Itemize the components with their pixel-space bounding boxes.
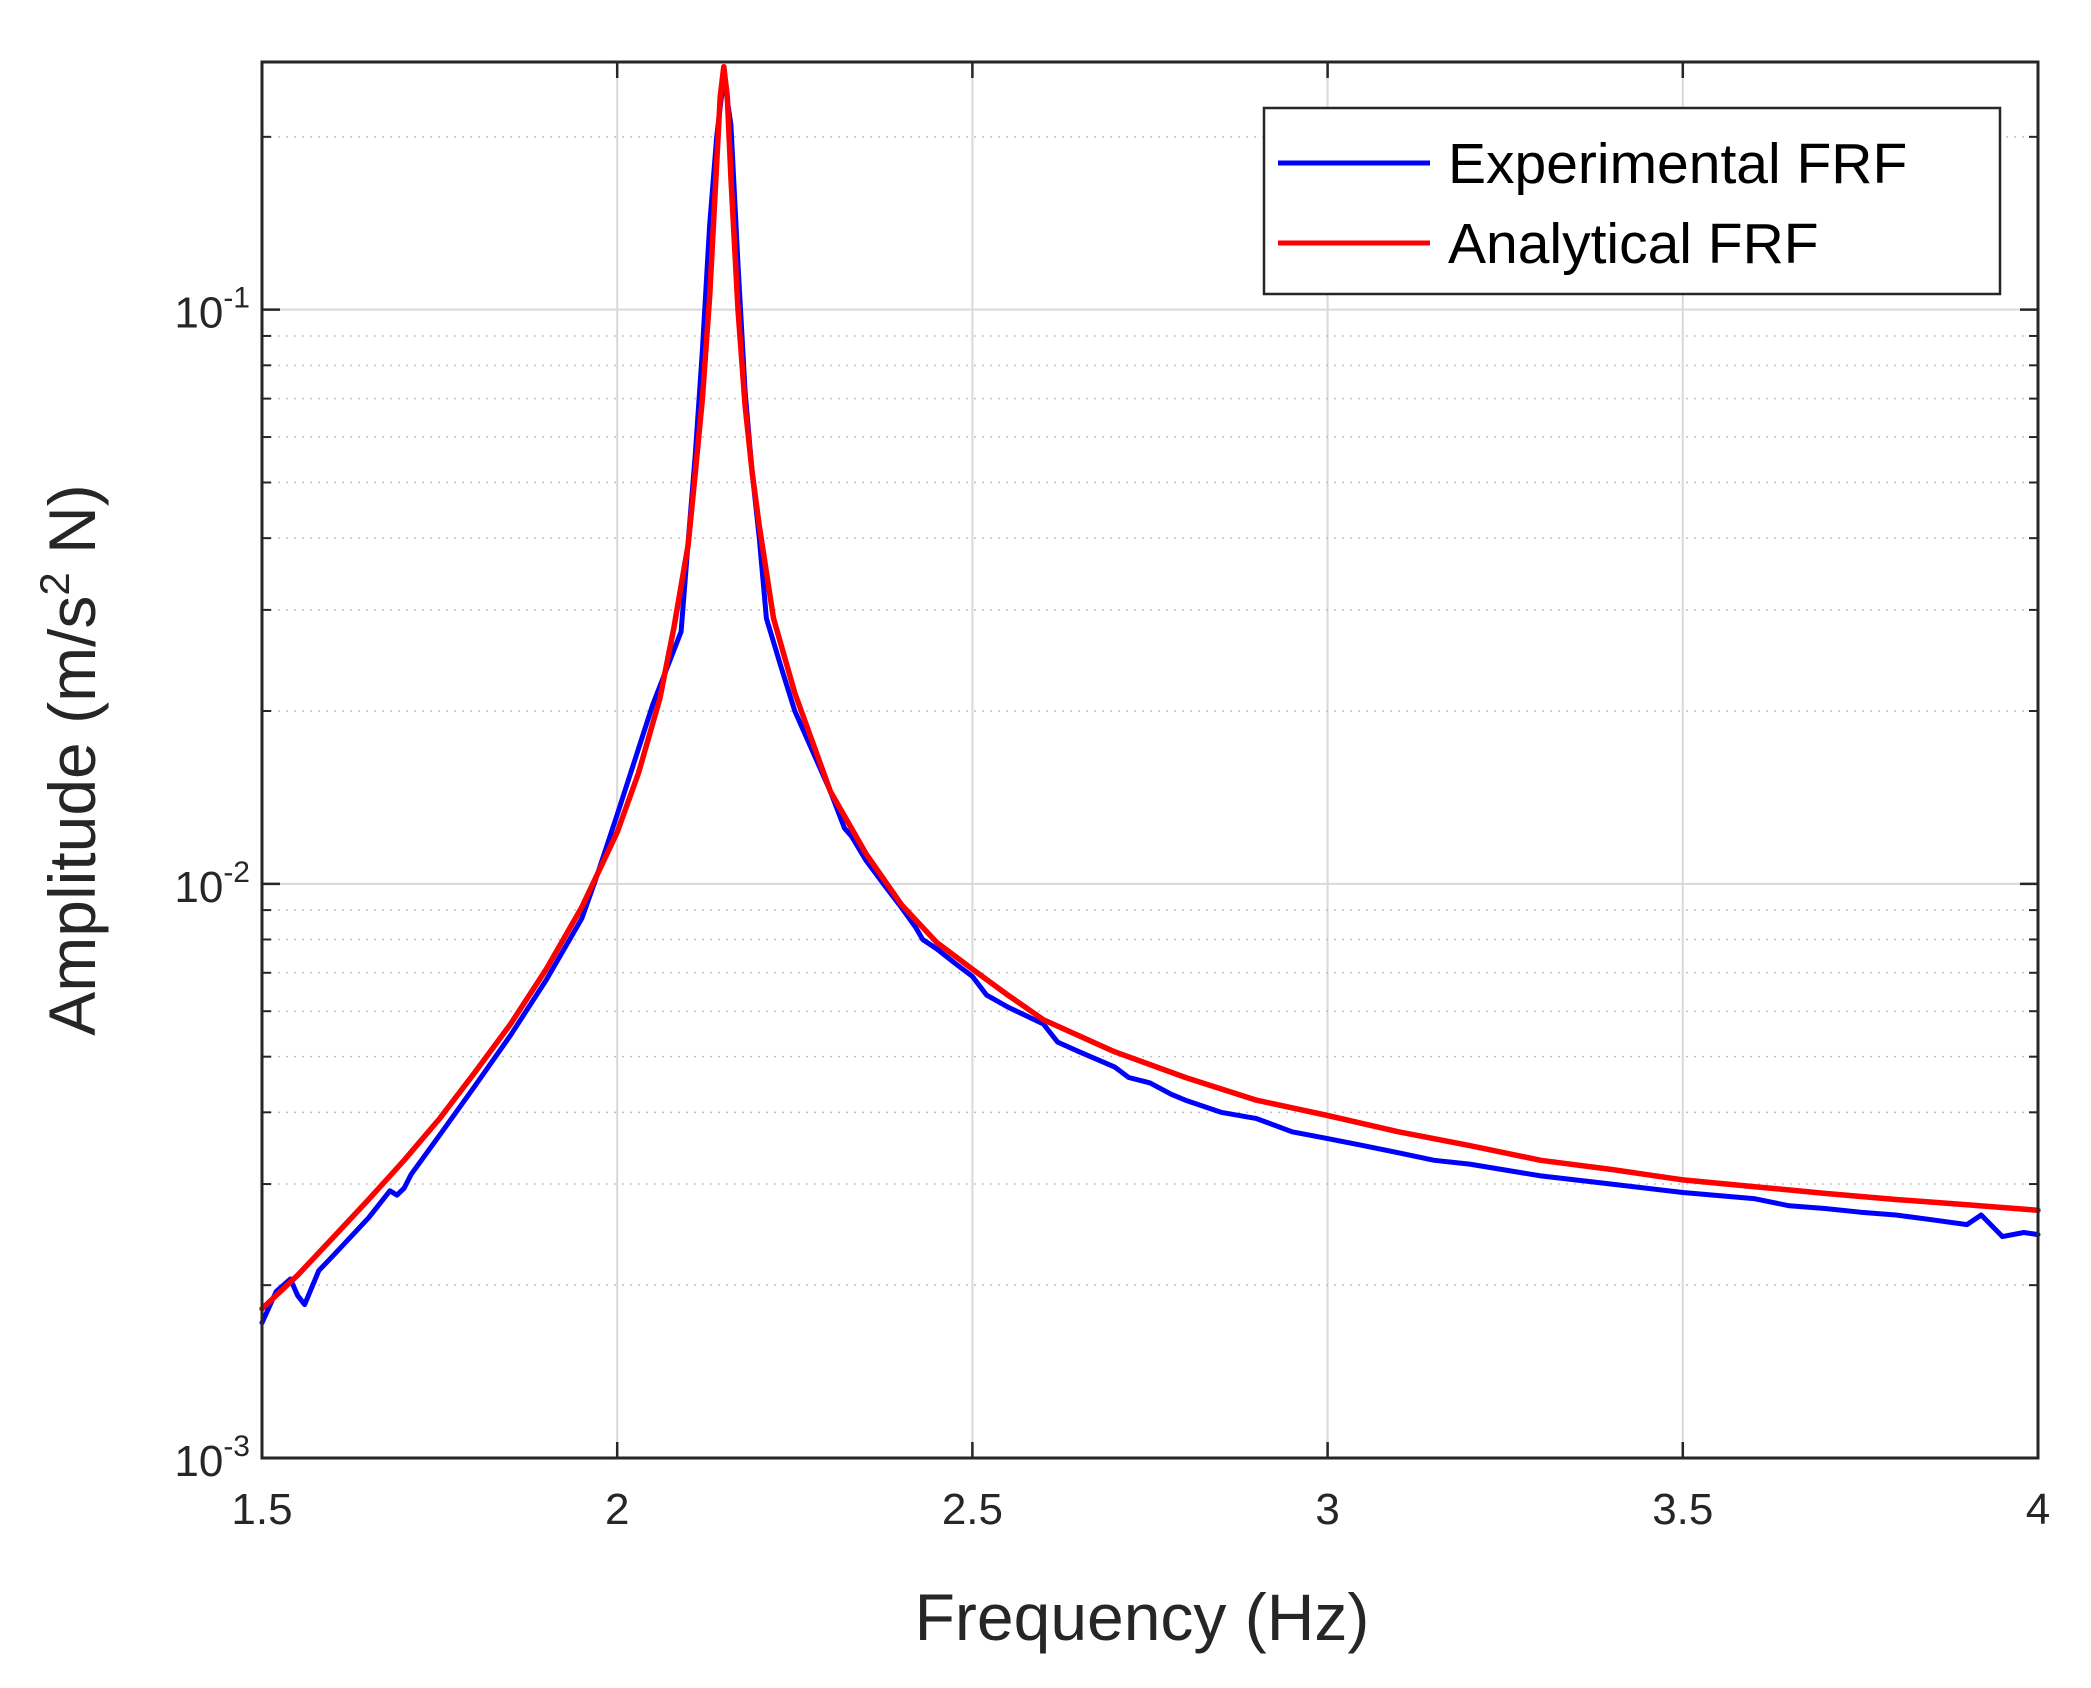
x-tick-label: 3	[1315, 1485, 1339, 1534]
y-axis-label-tail: N)	[35, 484, 109, 572]
ticks: 1.5 2 2.5 3 3.5 4 10-1 10-2 10-3	[174, 62, 2050, 1534]
legend-label-analytical: Analytical FRF	[1448, 212, 1819, 276]
y-tick-label: 10-3	[174, 1430, 250, 1486]
y-tick-label: 10-2	[174, 856, 250, 912]
plot-lines	[259, 63, 2041, 1326]
y-axis-label: Amplitude (m/s2 N)	[31, 484, 109, 1035]
axes-box	[260, 60, 2040, 1460]
y-axis-label-main: Amplitude (m/s	[35, 596, 109, 1036]
x-tick-label: 1.5	[231, 1485, 292, 1534]
legend: Experimental FRF Analytical FRF	[1262, 106, 2002, 296]
y-axis-label-superscript: 2	[31, 572, 78, 595]
x-tick-label: 3.5	[1652, 1485, 1713, 1534]
legend-label-experimental: Experimental FRF	[1448, 132, 1907, 196]
x-axis-label: Frequency (Hz)	[915, 1580, 1370, 1654]
y-tick-label: 10-1	[174, 282, 250, 338]
series-line-experimental-frf	[259, 73, 2041, 1326]
x-tick-label: 4	[2026, 1485, 2050, 1534]
series-line-analytical-frf	[259, 63, 2041, 1312]
x-tick-label: 2.5	[942, 1485, 1003, 1534]
x-tick-label: 2	[605, 1485, 629, 1534]
legend-box	[1262, 106, 2002, 296]
